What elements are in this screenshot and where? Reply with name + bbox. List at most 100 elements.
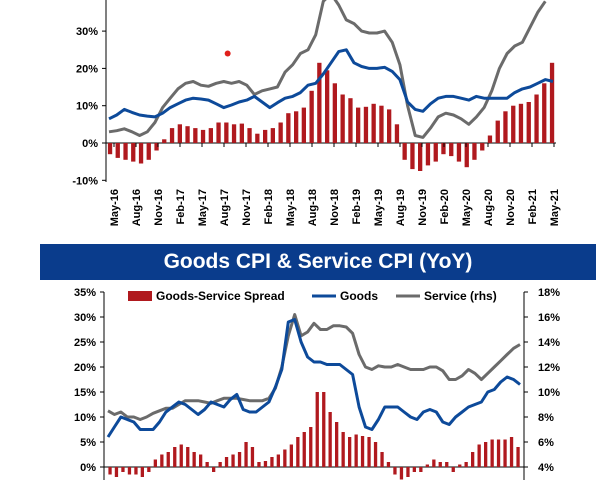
bar	[549, 62, 555, 143]
bar	[216, 122, 221, 143]
bar	[332, 83, 337, 143]
bar	[160, 454, 164, 467]
series-line-gray	[108, 0, 547, 139]
bar	[270, 128, 275, 143]
bar	[212, 467, 216, 472]
y-tick-label-left: 10%	[74, 412, 96, 424]
bar	[218, 462, 222, 467]
x-tick-label: Feb-20	[439, 189, 451, 224]
bar	[456, 143, 462, 162]
bar	[263, 461, 268, 467]
bar	[289, 444, 293, 467]
y-tick-label-right: 14%	[538, 337, 560, 349]
series-line-navy	[108, 48, 554, 121]
x-tick-label: Feb-18	[263, 189, 275, 224]
bar	[373, 442, 378, 467]
bar	[367, 437, 371, 467]
bar	[495, 120, 500, 143]
bar	[255, 133, 260, 143]
bar	[386, 462, 391, 467]
x-tick-label: Nov-19	[417, 189, 429, 226]
bar	[371, 103, 376, 143]
x-tick-label: May-19	[373, 189, 385, 226]
series-line-service	[107, 313, 521, 421]
bar	[179, 444, 183, 467]
bar	[237, 452, 242, 467]
y-tick-label-left: 5%	[80, 437, 96, 449]
bar	[341, 432, 345, 467]
bar	[286, 113, 291, 143]
bar	[328, 412, 332, 467]
bar	[458, 464, 462, 467]
y-tick-label: 0%	[82, 138, 98, 150]
bar	[231, 124, 237, 143]
y-tick-label: 20%	[76, 63, 98, 75]
bar	[526, 102, 531, 143]
bar	[412, 467, 416, 472]
bar	[360, 436, 365, 467]
bar	[356, 107, 361, 143]
chart-title-banner: Goods CPI & Service CPI (YoY)	[40, 244, 596, 280]
legend-swatch-bar	[128, 291, 152, 301]
y-tick-label-left: 35%	[74, 287, 96, 299]
bar	[451, 467, 455, 472]
x-tick-label: Nov-16	[153, 189, 165, 226]
bar	[472, 143, 477, 160]
bar	[224, 122, 229, 143]
x-tick-label: Aug-16	[131, 189, 143, 226]
bar	[115, 143, 120, 158]
x-tick-label: Nov-17	[241, 189, 253, 226]
bar	[301, 107, 306, 143]
x-tick-label: May-18	[285, 189, 297, 226]
bar	[108, 467, 112, 475]
x-tick-label: Nov-20	[505, 189, 517, 226]
x-tick-label: Feb-19	[351, 189, 363, 224]
x-tick-label: Aug-19	[395, 189, 407, 226]
bar	[294, 111, 299, 143]
data-point-marker	[224, 50, 231, 57]
bar	[445, 462, 449, 467]
y-tick-label-right: 6%	[538, 437, 554, 449]
y-tick-label: 10%	[76, 101, 98, 113]
series-line-goods	[106, 318, 521, 438]
bar	[208, 128, 213, 143]
bar	[127, 467, 132, 475]
bar	[425, 143, 431, 166]
bar	[263, 129, 268, 143]
bar	[509, 437, 514, 467]
bar	[309, 90, 314, 143]
x-tick-label: May-17	[197, 189, 209, 226]
bar	[380, 452, 384, 467]
bar	[438, 462, 442, 467]
bar	[480, 143, 485, 151]
y-tick-label-left: 25%	[74, 337, 96, 349]
bar	[363, 106, 369, 143]
legend-label: Goods-Service Spread	[156, 289, 285, 303]
bar	[205, 462, 209, 467]
y-tick-label-right: 4%	[538, 462, 554, 474]
bar	[200, 129, 206, 143]
bar	[487, 135, 493, 143]
y-tick-label-right: 12%	[538, 362, 560, 374]
bar	[134, 467, 138, 475]
bar	[399, 467, 404, 480]
bar	[449, 143, 454, 157]
bar	[490, 439, 494, 467]
x-tick-label: Feb-21	[527, 189, 539, 224]
legend-label: Goods	[340, 289, 378, 303]
bar	[516, 447, 520, 467]
x-tick-label: May-16	[109, 189, 121, 226]
bar	[322, 392, 326, 467]
y-tick-label-right: 10%	[538, 387, 560, 399]
y-tick-label-left: 15%	[74, 387, 96, 399]
bar	[107, 143, 113, 155]
bar	[503, 111, 508, 143]
bar	[270, 457, 274, 467]
chart-title: Goods CPI & Service CPI (YoY)	[163, 250, 473, 273]
cpi-chart-top: -10% 0% 10% 20% 30% May-16 Aug-16 Nov-16 Feb-17 M…	[72, 0, 561, 226]
bar	[199, 454, 203, 467]
bar	[296, 437, 300, 467]
bar	[154, 143, 159, 151]
bar	[394, 124, 400, 143]
bar	[169, 128, 175, 143]
